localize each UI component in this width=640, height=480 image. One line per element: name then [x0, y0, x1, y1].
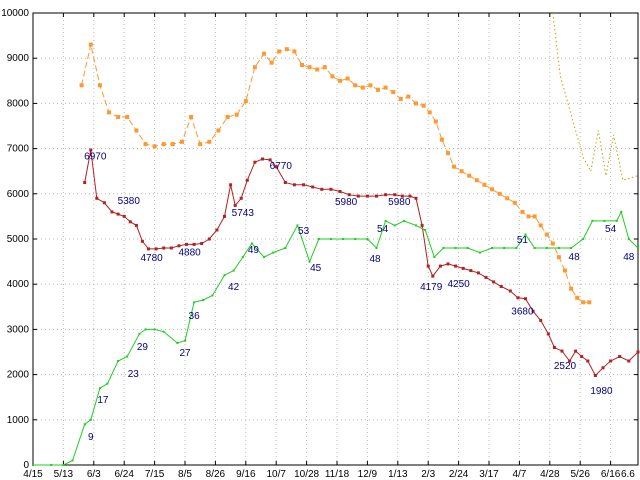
svg-text:6970: 6970: [84, 151, 107, 162]
svg-text:4780: 4780: [140, 253, 163, 264]
svg-text:6/16: 6/16: [601, 469, 621, 480]
svg-text:4179: 4179: [420, 282, 443, 293]
svg-text:4/15: 4/15: [23, 469, 43, 480]
svg-text:5/13: 5/13: [54, 469, 74, 480]
grid-lines: [32, 12, 638, 466]
svg-text:12/9: 12/9: [358, 469, 378, 480]
svg-text:6/3: 6/3: [87, 469, 101, 480]
svg-text:4250: 4250: [447, 279, 470, 290]
svg-text:2/24: 2/24: [449, 469, 469, 480]
tick-marks: [32, 12, 638, 466]
svg-text:42: 42: [228, 282, 240, 293]
svg-text:5980: 5980: [335, 197, 358, 208]
svg-text:10000: 10000: [1, 8, 29, 19]
svg-text:6/24: 6/24: [114, 469, 134, 480]
value-annotations: 6970 5380 4780 4880 5743 6770 5980 5980 4179 4250…: [84, 151, 635, 443]
svg-text:4/28: 4/28: [540, 469, 560, 480]
svg-text:7/15: 7/15: [145, 469, 165, 480]
svg-text:4000: 4000: [7, 279, 30, 290]
svg-text:2000: 2000: [7, 370, 30, 381]
svg-text:48: 48: [569, 252, 581, 263]
svg-text:3000: 3000: [7, 324, 30, 335]
svg-text:5/26: 5/26: [570, 469, 590, 480]
svg-text:5980: 5980: [388, 197, 411, 208]
svg-text:3680: 3680: [511, 306, 534, 317]
svg-text:10/7: 10/7: [266, 469, 286, 480]
axis-labels: 0 1000 2000 3000 4000 5000 6000 7000 8000 9000 100…: [1, 8, 635, 480]
svg-text:49: 49: [248, 245, 260, 256]
svg-text:1000: 1000: [7, 415, 30, 426]
svg-text:4/7: 4/7: [512, 469, 526, 480]
svg-text:2520: 2520: [554, 361, 577, 372]
svg-text:1980: 1980: [590, 386, 613, 397]
svg-text:23: 23: [128, 369, 140, 380]
svg-text:6000: 6000: [7, 189, 30, 200]
svg-text:2/3: 2/3: [421, 469, 435, 480]
svg-text:48: 48: [369, 254, 381, 265]
svg-text:54: 54: [377, 224, 389, 235]
svg-text:48: 48: [623, 252, 635, 263]
series-green-line: [32, 210, 639, 466]
svg-text:36: 36: [189, 311, 201, 322]
svg-text:29: 29: [137, 342, 149, 353]
svg-text:6.6: 6.6: [621, 469, 635, 480]
svg-text:3/17: 3/17: [479, 469, 499, 480]
svg-text:5380: 5380: [118, 196, 141, 207]
svg-text:53: 53: [298, 226, 310, 237]
svg-text:7000: 7000: [7, 144, 30, 155]
svg-text:6770: 6770: [270, 161, 293, 172]
svg-text:51: 51: [517, 235, 529, 246]
svg-text:10/28: 10/28: [294, 469, 319, 480]
series-red-line-dots: [83, 148, 640, 377]
svg-text:9: 9: [88, 432, 94, 443]
svg-text:11/18: 11/18: [325, 469, 350, 480]
svg-text:5000: 5000: [7, 234, 30, 245]
svg-text:54: 54: [605, 224, 617, 235]
svg-text:27: 27: [179, 348, 191, 359]
svg-text:17: 17: [97, 395, 109, 406]
svg-text:45: 45: [310, 263, 322, 274]
series-upper-dashed-squares: [79, 42, 592, 305]
svg-text:0: 0: [23, 460, 29, 471]
svg-text:4880: 4880: [178, 248, 201, 259]
series-dark-yellow-dotted: [552, 12, 639, 181]
svg-text:8/5: 8/5: [178, 469, 192, 480]
svg-text:9/16: 9/16: [236, 469, 256, 480]
svg-text:9000: 9000: [7, 53, 30, 64]
svg-text:8/26: 8/26: [206, 469, 226, 480]
svg-text:8000: 8000: [7, 98, 30, 109]
svg-text:5743: 5743: [232, 208, 255, 219]
svg-text:1/13: 1/13: [388, 469, 408, 480]
